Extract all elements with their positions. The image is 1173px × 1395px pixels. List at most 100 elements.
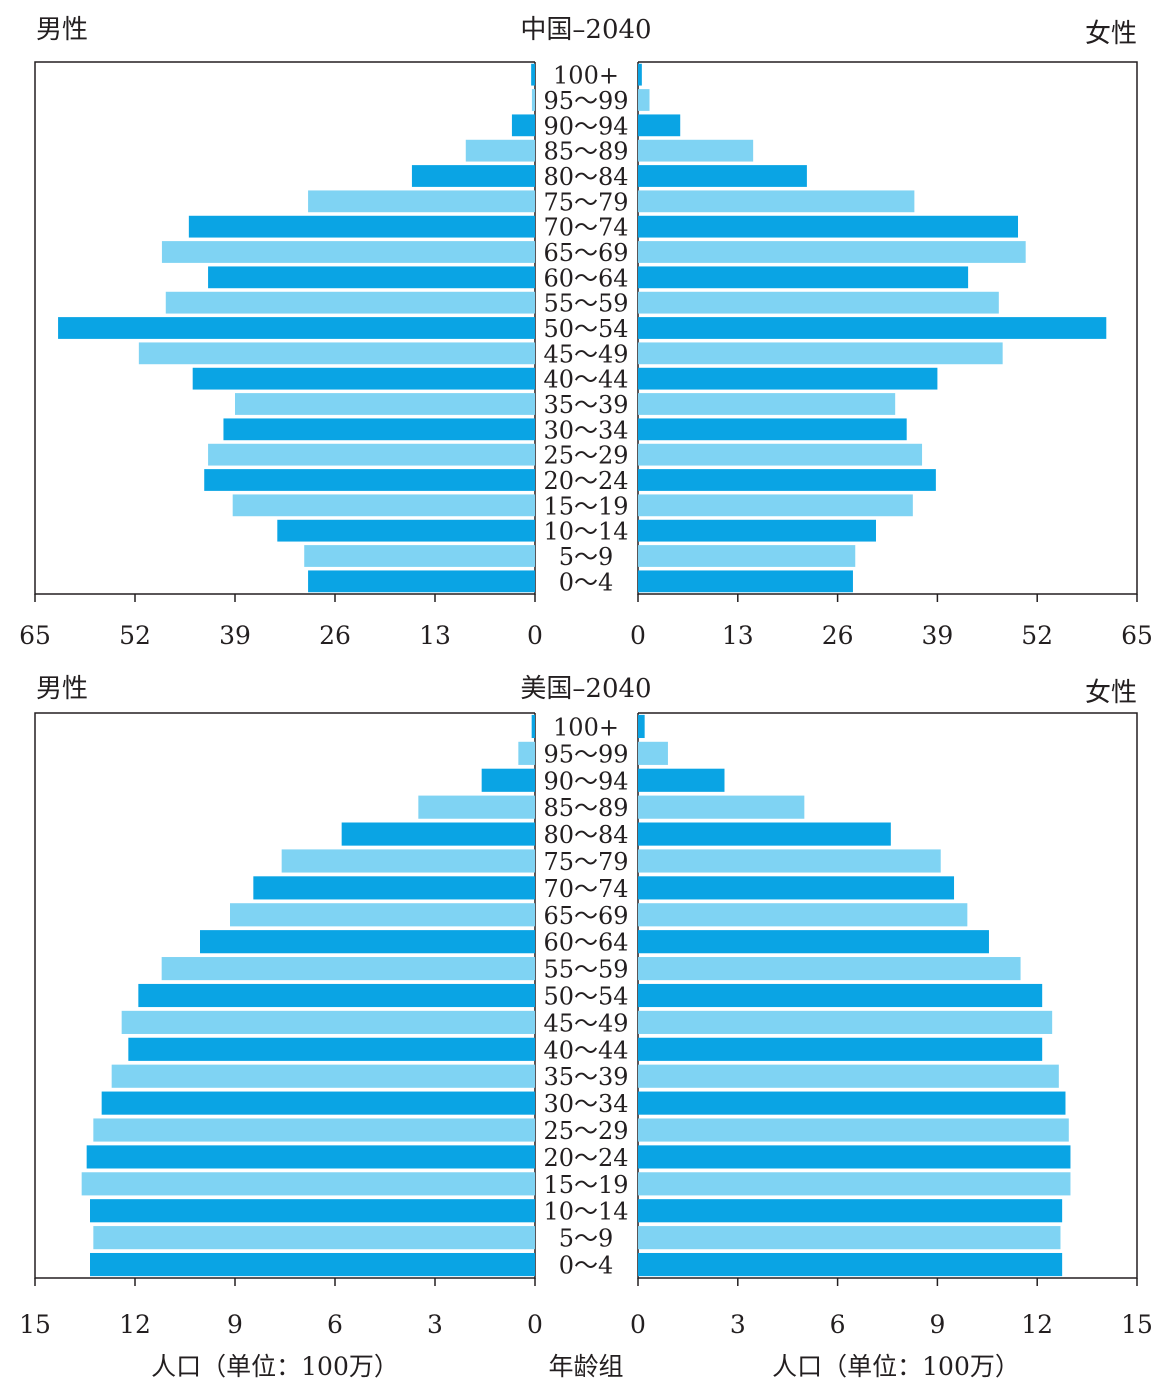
usa-male-bar — [111, 1064, 536, 1088]
left-axis-label: 人口（单位：100万） — [151, 1352, 399, 1381]
china-age-label: 100+ — [553, 62, 619, 90]
china-female-bar — [638, 114, 681, 137]
china-age-label: 55～59 — [543, 290, 628, 318]
china-age-label: 0～4 — [559, 568, 614, 596]
usa-right-label: 女性 — [1085, 678, 1137, 708]
usa-female-tick-label: 0 — [630, 1310, 646, 1339]
china-age-label: 75～79 — [543, 188, 628, 216]
usa-male-bar — [481, 768, 535, 792]
china-age-label: 65～69 — [543, 239, 628, 267]
china-age-label: 70～74 — [543, 214, 628, 242]
usa-female-bar — [638, 1037, 1043, 1061]
usa-male-tick-label: 3 — [427, 1310, 443, 1339]
usa-age-label: 90～94 — [543, 767, 628, 795]
china-female-bar — [638, 443, 923, 466]
usa-age-label: 45～49 — [543, 1009, 628, 1037]
china-female-bar — [638, 469, 936, 491]
usa-female-bar — [638, 795, 805, 819]
usa-age-label: 70～74 — [543, 875, 628, 903]
china-female-bar — [638, 63, 642, 86]
usa-age-label: 65～69 — [543, 902, 628, 930]
usa-female-bar — [638, 957, 1021, 981]
usa-female-bar — [638, 849, 941, 873]
usa-female-bar — [638, 1091, 1066, 1115]
usa-male-bar — [90, 1199, 535, 1223]
usa-female-tick-label: 9 — [929, 1310, 945, 1339]
usa-male-tick-label: 15 — [19, 1310, 51, 1339]
usa-age-label: 50～54 — [543, 983, 628, 1011]
usa-male-bar — [93, 1118, 535, 1142]
usa-female-bar — [638, 822, 891, 846]
china-age-label: 10～14 — [543, 518, 628, 546]
usa-male-bar — [138, 983, 536, 1008]
china-male-bar — [277, 519, 535, 542]
china-female-bar — [638, 570, 853, 593]
usa-male-bar — [101, 1091, 536, 1115]
usa-male-bar — [121, 1010, 536, 1034]
usa-female-bar — [638, 1252, 1063, 1277]
usa-age-label: 5～9 — [559, 1225, 614, 1253]
china-male-bar — [232, 494, 535, 517]
china-female-bar — [638, 367, 938, 390]
usa-female-tick-label: 15 — [1121, 1310, 1153, 1339]
usa-male-bar — [81, 1172, 536, 1196]
china-age-label: 85～89 — [543, 138, 628, 166]
china-female-bar — [638, 291, 999, 314]
china-age-label: 95～99 — [543, 87, 628, 115]
china-age-label: 45～49 — [543, 340, 628, 368]
china-male-bar — [308, 190, 535, 213]
usa-male-bar — [281, 849, 535, 873]
china-female-tick-label: 26 — [822, 621, 854, 650]
china-male-bar — [208, 443, 536, 466]
usa-male-tick-label: 12 — [119, 1310, 151, 1339]
usa-age-label: 10～14 — [543, 1198, 628, 1226]
usa-female-tick-label: 3 — [730, 1310, 746, 1339]
china-male-bar — [188, 215, 535, 238]
china-male-bar — [304, 545, 535, 567]
china-male-bar — [161, 241, 535, 263]
china-female-bar — [638, 89, 650, 111]
china-male-tick-label: 39 — [219, 621, 251, 650]
usa-age-label: 15～19 — [543, 1171, 628, 1199]
center-axis-label: 年龄组 — [548, 1352, 623, 1381]
china-left-label: 男性 — [36, 15, 88, 45]
usa-female-bar — [638, 1226, 1061, 1250]
china-male-tick-label: 65 — [19, 621, 51, 650]
china-male-bar — [511, 114, 535, 137]
usa-female-bar — [638, 768, 725, 792]
china-male-tick-label: 13 — [419, 621, 451, 650]
usa-male-bar — [418, 795, 535, 819]
china-male-bar — [58, 317, 535, 339]
china-female-bar — [638, 139, 754, 162]
china-female-bar — [638, 317, 1107, 339]
usa-male-bar — [161, 957, 535, 981]
usa-age-label: 30～34 — [543, 1090, 628, 1118]
usa-age-label: 80～84 — [543, 821, 628, 849]
china-age-label: 20～24 — [543, 467, 628, 495]
usa-female-bar — [638, 1118, 1069, 1142]
usa-title: 美国–2040 — [520, 674, 651, 704]
china-age-label: 50～54 — [543, 315, 628, 343]
usa-male-bar — [128, 1037, 536, 1061]
usa-age-label: 0～4 — [559, 1252, 614, 1280]
usa-female-bar — [638, 1145, 1071, 1169]
china-male-bar — [223, 418, 535, 441]
china-age-label: 35～39 — [543, 391, 628, 419]
usa-female-bar — [638, 903, 968, 927]
china-right-label: 女性 — [1085, 19, 1137, 49]
china-male-bar — [192, 367, 535, 390]
usa-age-label: 100+ — [553, 713, 619, 741]
china-male-bar — [235, 393, 535, 415]
china-female-tick-label: 0 — [630, 621, 646, 650]
usa-left-label: 男性 — [36, 674, 88, 704]
china-male-bar — [531, 63, 535, 86]
china-age-label: 5～9 — [559, 543, 614, 571]
usa-age-label: 55～59 — [543, 956, 628, 984]
china-female-bar — [638, 342, 1003, 365]
china-age-label: 80～84 — [543, 163, 628, 191]
usa-male-bar — [90, 1252, 535, 1277]
china-female-bar — [638, 215, 1019, 238]
china-male-bar — [308, 570, 535, 593]
usa-female-bar — [638, 741, 668, 765]
